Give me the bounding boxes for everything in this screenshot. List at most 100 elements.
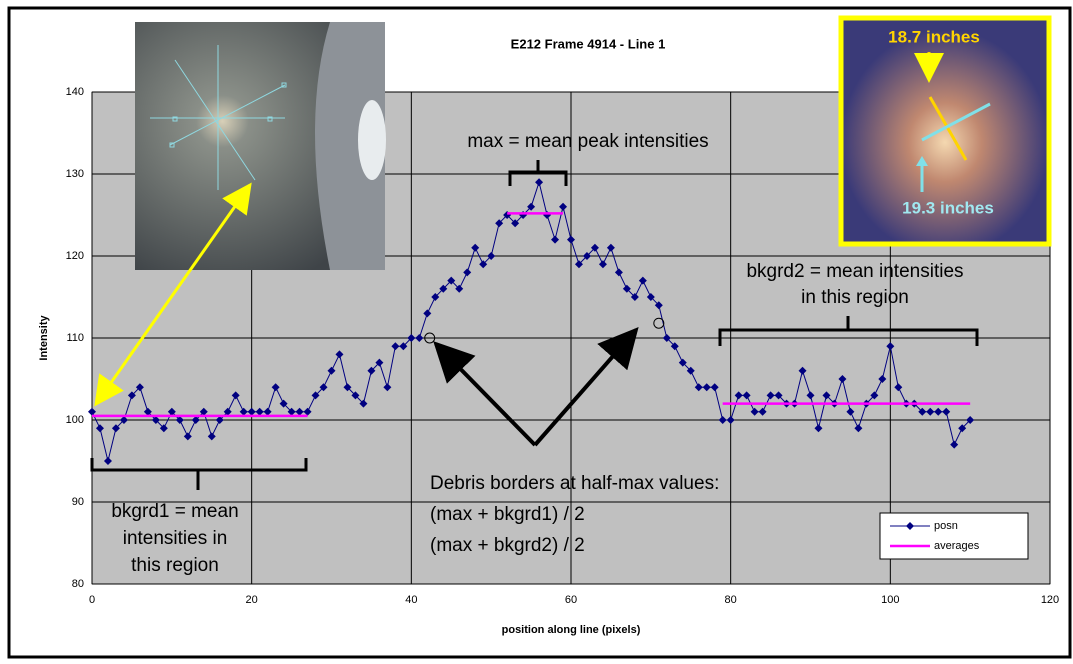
point bbox=[662, 334, 671, 342]
point bbox=[423, 309, 432, 318]
point bbox=[846, 407, 855, 416]
point bbox=[295, 407, 304, 416]
point bbox=[926, 407, 935, 416]
point bbox=[894, 383, 903, 392]
annotation: (max + bkgrd2) / 2 bbox=[430, 535, 585, 556]
point bbox=[527, 202, 536, 211]
point bbox=[726, 416, 735, 424]
point bbox=[535, 178, 544, 187]
point bbox=[678, 358, 687, 367]
point bbox=[439, 284, 448, 293]
x-tick-label: 60 bbox=[565, 594, 577, 606]
point bbox=[918, 407, 927, 416]
point bbox=[806, 391, 815, 400]
point bbox=[766, 391, 775, 400]
yellow-arrow bbox=[94, 182, 252, 407]
point bbox=[654, 301, 663, 310]
point bbox=[622, 284, 631, 293]
point bbox=[223, 407, 232, 416]
legend-label: averages bbox=[934, 540, 980, 552]
point bbox=[870, 391, 879, 400]
point bbox=[598, 260, 607, 269]
point bbox=[758, 407, 767, 416]
point bbox=[886, 342, 895, 351]
inset-photo bbox=[838, 15, 1052, 247]
point bbox=[455, 284, 464, 293]
x-tick-label: 120 bbox=[1041, 594, 1059, 606]
point bbox=[175, 416, 184, 424]
point bbox=[215, 416, 224, 424]
point bbox=[702, 383, 711, 392]
arrows bbox=[433, 326, 639, 447]
legend bbox=[879, 512, 1029, 560]
series-line bbox=[92, 212, 971, 418]
point bbox=[559, 202, 568, 211]
point bbox=[271, 383, 280, 392]
point bbox=[367, 366, 376, 375]
point bbox=[167, 407, 176, 416]
point bbox=[239, 407, 248, 416]
x-tick-label: 40 bbox=[405, 594, 417, 606]
point bbox=[327, 366, 336, 375]
point bbox=[606, 243, 615, 252]
point bbox=[343, 383, 352, 392]
half-max-marker bbox=[424, 332, 436, 344]
point bbox=[487, 252, 496, 260]
point bbox=[431, 293, 440, 301]
annotation: max = mean peak intensities bbox=[467, 131, 708, 152]
x-tick-label: 20 bbox=[246, 594, 258, 606]
annotation: (max + bkgrd1) / 2 bbox=[430, 504, 585, 525]
point bbox=[750, 407, 759, 416]
point bbox=[710, 383, 719, 392]
point bbox=[838, 375, 847, 383]
point bbox=[287, 407, 296, 416]
point bbox=[247, 407, 256, 416]
point bbox=[734, 391, 743, 400]
x-axis-label: position along line (pixels) bbox=[502, 624, 641, 636]
point bbox=[686, 366, 695, 375]
y-axis-label: Intensity bbox=[38, 315, 50, 361]
inset-label: 18.7 inches bbox=[888, 27, 980, 46]
point bbox=[942, 407, 951, 416]
inset-photo bbox=[135, 22, 386, 270]
point bbox=[375, 358, 384, 367]
point bbox=[950, 440, 959, 449]
y-tick-label: 110 bbox=[66, 332, 84, 344]
point bbox=[103, 457, 112, 465]
point bbox=[351, 391, 360, 400]
inset-label: 19.3 inches bbox=[902, 198, 994, 217]
point bbox=[183, 432, 192, 441]
point bbox=[551, 235, 560, 244]
y-tick-label: 100 bbox=[66, 414, 84, 426]
point bbox=[479, 260, 488, 269]
point bbox=[159, 424, 168, 433]
point bbox=[447, 276, 456, 285]
point bbox=[151, 416, 160, 424]
point bbox=[567, 235, 575, 244]
point bbox=[279, 399, 288, 408]
point bbox=[199, 407, 208, 416]
point bbox=[399, 342, 408, 351]
point bbox=[718, 416, 727, 424]
point bbox=[630, 293, 639, 301]
point bbox=[670, 342, 679, 351]
point bbox=[263, 407, 272, 416]
legend-swatch bbox=[906, 522, 914, 530]
annotation: intensities in bbox=[123, 528, 228, 549]
point bbox=[359, 399, 368, 408]
point bbox=[407, 334, 416, 342]
point bbox=[878, 375, 887, 383]
point bbox=[646, 293, 655, 301]
point bbox=[958, 424, 967, 433]
point bbox=[511, 219, 520, 228]
point bbox=[391, 342, 400, 351]
point bbox=[582, 252, 591, 260]
annotation: bkgrd2 = mean intensities bbox=[746, 261, 963, 282]
point bbox=[383, 383, 392, 392]
point bbox=[303, 407, 312, 416]
half-max-marker bbox=[653, 317, 665, 329]
x-tick-label: 100 bbox=[881, 594, 899, 606]
point bbox=[111, 424, 120, 433]
point bbox=[590, 243, 599, 252]
